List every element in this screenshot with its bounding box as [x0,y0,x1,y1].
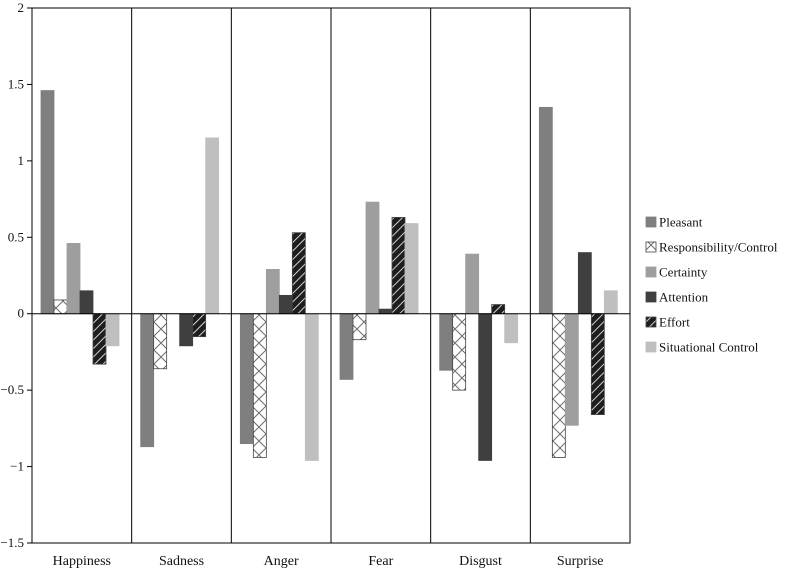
legend-swatch [645,241,657,253]
legend-label: Situational Control [659,340,759,355]
bar-attention-anger [278,294,293,315]
bar-pleasant-surprise [538,106,553,315]
bar-attention-happiness [79,290,94,315]
x-category-label: Happiness [53,554,111,569]
legend-swatch [645,216,657,228]
bar-effort-surprise [590,313,605,416]
legend-swatch [645,316,657,328]
bar-situational-control-surprise [603,290,618,315]
bar-pleasant-anger [239,313,254,445]
legend-swatch [645,291,657,303]
x-category-label: Anger [264,554,299,569]
legend-label: Certainty [659,265,708,280]
bar-responsibility-control-fear [352,313,367,341]
bar-situational-control-fear [404,223,419,315]
bar-responsibility-control-anger [252,313,267,458]
y-tick-label: −1.5 [0,535,24,550]
legend-swatch [645,266,657,278]
bar-effort-sadness [192,313,207,338]
plot-area [31,7,631,544]
axes: 2 1.5 1 0.5 0 −0.5 −1 −1.5 Happiness Sadness Anger… [0,0,630,569]
bar-responsibility-control-happiness [53,299,68,315]
bar-pleasant-disgust [439,313,454,371]
bar-certainty-happiness [66,242,81,315]
legend-label: Pleasant [659,215,703,230]
y-tick-label: 1.5 [8,76,24,91]
bar-effort-disgust [491,304,506,315]
legend-label: Responsibility/Control [659,240,778,255]
bar-certainty-disgust [465,253,480,315]
bars [40,90,618,461]
y-tick-label: −1 [10,459,24,474]
y-tick-label: 0.5 [8,229,24,244]
bar-situational-control-anger [304,313,319,461]
y-tick-label: −0.5 [0,382,24,397]
bar-effort-happiness [92,313,107,365]
legend: Pleasant Responsibility/Control Certainty A… [645,215,778,355]
bar-responsibility-control-sadness [153,313,168,370]
bar-situational-control-happiness [105,313,120,347]
x-category-label: Surprise [557,554,604,569]
legend-label: Effort [659,315,690,330]
x-category-label: Fear [368,554,393,569]
bar-responsibility-control-surprise [551,313,566,458]
bar-effort-fear [391,217,406,315]
y-tick-label: 0 [18,306,25,321]
x-category-label: Disgust [459,554,502,569]
bar-certainty-surprise [564,313,579,426]
bar-attention-fear [378,308,393,315]
x-category-label: Sadness [159,554,204,569]
bar-attention-disgust [478,313,493,461]
bar-pleasant-sadness [140,313,155,448]
bar-certainty-anger [265,268,280,315]
bar-responsibility-control-disgust [452,313,467,391]
y-tick-label: 2 [18,0,25,15]
bar-attention-surprise [577,252,592,315]
bar-pleasant-happiness [40,90,55,315]
bar-situational-control-sadness [205,137,220,315]
bar-certainty-fear [365,201,380,315]
bar-effort-anger [291,232,306,315]
legend-swatch [645,341,657,353]
bar-attention-sadness [179,313,194,347]
legend-label: Attention [659,290,709,305]
bar-situational-control-disgust [504,313,519,344]
y-tick-label: 1 [18,153,25,168]
bar-pleasant-fear [339,313,354,380]
